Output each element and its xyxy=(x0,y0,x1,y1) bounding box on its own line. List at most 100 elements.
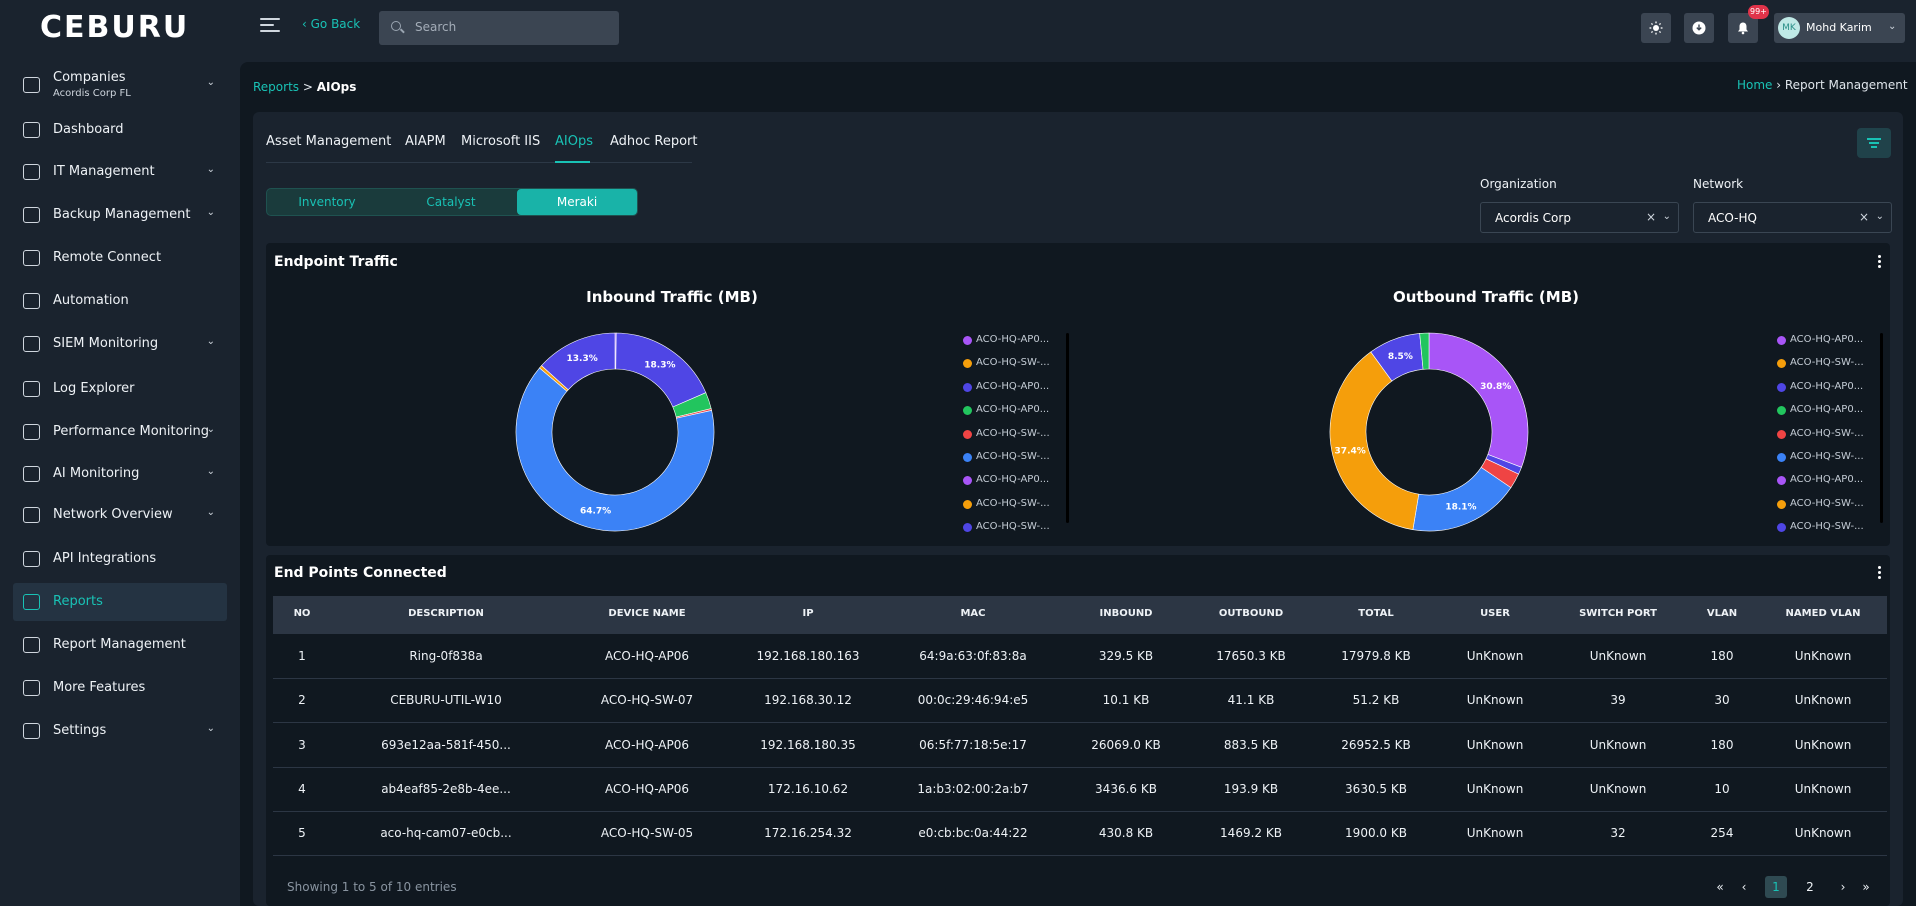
bell-icon xyxy=(1738,22,1748,35)
table-cell: 193.9 KB xyxy=(1223,781,1279,796)
sidebar-item-api-integrations[interactable]: API Integrations xyxy=(13,540,227,578)
slice-label: 64.7% xyxy=(580,507,611,517)
prev-page-button[interactable]: ‹ xyxy=(1741,880,1747,894)
tab-asset-management[interactable]: Asset Management xyxy=(266,134,392,149)
table-cell: 1a:b3:02:00:2a:b7 xyxy=(917,781,1029,796)
tab-adhoc-report[interactable]: Adhoc Report xyxy=(610,134,698,149)
sidebar-item-reports[interactable]: Reports xyxy=(13,583,227,621)
page-2-button[interactable]: 2 xyxy=(1806,880,1814,894)
segment-meraki[interactable]: Meraki xyxy=(517,189,637,215)
table-cell: UnKnown xyxy=(1466,693,1524,708)
table-cell: 26069.0 KB xyxy=(1091,737,1161,752)
segment-inventory[interactable]: Inventory xyxy=(298,195,356,209)
column-header-switch-port[interactable]: SWITCH PORT xyxy=(1579,608,1657,619)
breadcrumb-current: AIOps xyxy=(316,80,357,94)
table-row[interactable]: 5 aco-hq-cam07-e0cb... ACO-HQ-SW-05 172.16.… xyxy=(273,812,1887,857)
sidebar-item-report-management[interactable]: Report Management xyxy=(13,626,227,664)
go-back-link[interactable]: ‹ Go Back xyxy=(302,17,361,31)
donut-slice[interactable] xyxy=(541,332,616,391)
more-options-icon[interactable] xyxy=(1878,566,1882,581)
table-cell: 172.16.10.62 xyxy=(767,781,849,796)
chevron-down-icon: ⌄ xyxy=(206,164,215,175)
sidebar-item-settings[interactable]: Settings ⌄ xyxy=(13,712,227,750)
donut-slice[interactable] xyxy=(1419,332,1430,370)
column-header-vlan[interactable]: VLAN xyxy=(1706,608,1738,619)
legend-label: ACO-HQ-SW-... xyxy=(976,521,1050,533)
first-page-button[interactable]: « xyxy=(1716,880,1724,894)
sidebar-item-siem-monitoring[interactable]: SIEM Monitoring ⌄ xyxy=(13,325,227,363)
column-header-user[interactable]: USER xyxy=(1480,608,1510,619)
table-cell: UnKnown xyxy=(1794,693,1852,708)
table-row[interactable]: 3 693e12aa-581f-450... ACO-HQ-AP06 192.168.… xyxy=(273,724,1887,768)
theme-toggle-button[interactable] xyxy=(1641,13,1671,43)
table-entries-info: Showing 1 to 5 of 10 entries xyxy=(287,880,457,894)
table-cell: ab4eaf85-2e8b-4ee... xyxy=(381,781,511,796)
clear-icon[interactable]: × xyxy=(1858,210,1869,224)
sidebar-item-backup-management[interactable]: Backup Management ⌄ xyxy=(13,196,227,234)
column-header-mac[interactable]: MAC xyxy=(960,608,986,619)
user-menu[interactable]: MK Mohd Karim ⌄ xyxy=(1774,13,1905,43)
column-header-total[interactable]: TOTAL xyxy=(1358,608,1394,619)
sidebar-item-automation[interactable]: Automation xyxy=(13,282,227,320)
table-cell: UnKnown xyxy=(1589,737,1647,752)
tab-aiops[interactable]: AIOps xyxy=(555,134,593,149)
page-1-button[interactable]: 1 xyxy=(1765,876,1787,898)
inbound-legend-scrollbar[interactable] xyxy=(1066,333,1069,523)
sidebar-item-ai-monitoring[interactable]: AI Monitoring ⌄ xyxy=(13,455,227,493)
breadcrumb: Reports > AIOps xyxy=(253,80,356,94)
last-page-button[interactable]: » xyxy=(1862,880,1870,894)
monitor-icon xyxy=(23,424,40,440)
ceburu-logo[interactable]: CEBURU xyxy=(40,10,190,45)
search-input[interactable]: Search xyxy=(379,11,619,45)
sidebar-item-dashboard[interactable]: Dashboard xyxy=(13,111,227,149)
table-row[interactable]: 1 Ring-0f838a ACO-HQ-AP06 192.168.180.163 64… xyxy=(273,635,1887,679)
log-icon xyxy=(23,381,40,397)
organization-select[interactable]: Acordis Corp × ⌄ xyxy=(1480,202,1679,233)
segment-catalyst[interactable]: Catalyst xyxy=(426,195,476,209)
column-header-description[interactable]: DESCRIPTION xyxy=(408,608,484,619)
sidebar-item-label: Backup Management xyxy=(53,207,191,222)
column-header-outbound[interactable]: OUTBOUND xyxy=(1218,608,1284,619)
sidebar-item-remote-connect[interactable]: Remote Connect xyxy=(13,239,227,277)
sidebar-item-more-features[interactable]: More Features xyxy=(13,669,227,707)
table-cell: 17650.3 KB xyxy=(1216,649,1286,663)
table-cell: 3436.6 KB xyxy=(1095,781,1157,796)
menu-toggle-icon[interactable] xyxy=(260,18,280,36)
column-header-ip[interactable]: IP xyxy=(802,608,814,619)
sidebar-item-performance-monitoring[interactable]: Performance Monitoring ⌄ xyxy=(13,413,227,451)
outbound-legend-scrollbar[interactable] xyxy=(1880,333,1883,523)
breadcrumb-reports-link[interactable]: Reports xyxy=(253,80,300,94)
next-page-button[interactable]: › xyxy=(1840,880,1846,894)
filter-button[interactable] xyxy=(1857,128,1891,158)
column-header-named-vlan[interactable]: NAMED VLAN xyxy=(1785,608,1861,619)
sidebar-item-log-explorer[interactable]: Log Explorer xyxy=(13,370,227,408)
sidebar-item-it-management[interactable]: IT Management ⌄ xyxy=(13,153,227,191)
tab-microsoft-iis[interactable]: Microsoft IIS xyxy=(461,134,541,149)
tab-aiapm[interactable]: AIAPM xyxy=(405,134,446,149)
table-cell: 41.1 KB xyxy=(1227,693,1275,708)
clear-icon[interactable]: × xyxy=(1645,210,1656,224)
download-button[interactable] xyxy=(1684,13,1714,43)
sidebar-item-network-overview[interactable]: Network Overview ⌄ xyxy=(13,496,227,534)
settings-icon xyxy=(23,723,40,739)
api-icon xyxy=(23,551,40,567)
breadcrumb-home-link[interactable]: Home xyxy=(1737,78,1773,92)
table-row[interactable]: 4 ab4eaf85-2e8b-4ee... ACO-HQ-AP06 172.16.1… xyxy=(273,768,1887,812)
donut-slice[interactable] xyxy=(1428,332,1529,468)
sidebar-item-label: More Features xyxy=(53,680,146,695)
column-header-inbound[interactable]: INBOUND xyxy=(1099,608,1153,619)
legend-label: ACO-HQ-SW-... xyxy=(1790,357,1864,369)
donut-slice[interactable] xyxy=(1329,351,1420,531)
sidebar-item-companies[interactable]: Companies Acordis Corp FL ⌄ xyxy=(13,64,227,106)
network-select[interactable]: ACO-HQ × ⌄ xyxy=(1693,202,1892,233)
endpoints-table-header: NO DESCRIPTION DEVICE NAME IP MAC INBOUND OUTB… xyxy=(273,596,1887,634)
donut-slice[interactable] xyxy=(515,367,715,532)
table-row[interactable]: 2 CEBURU-UTIL-W10 ACO-HQ-SW-07 192.168.30.1… xyxy=(273,679,1887,724)
sidebar-item-label: Performance Monitoring xyxy=(53,424,210,439)
sidebar-item-label: IT Management xyxy=(53,164,155,179)
more-options-icon[interactable] xyxy=(1878,255,1882,270)
sidebar: Companies Acordis Corp FL ⌄ Dashboard IT Man… xyxy=(0,56,240,906)
column-header-no[interactable]: NO xyxy=(293,608,311,619)
sidebar-item-label: Settings xyxy=(53,723,107,738)
column-header-device-name[interactable]: DEVICE NAME xyxy=(608,608,686,619)
